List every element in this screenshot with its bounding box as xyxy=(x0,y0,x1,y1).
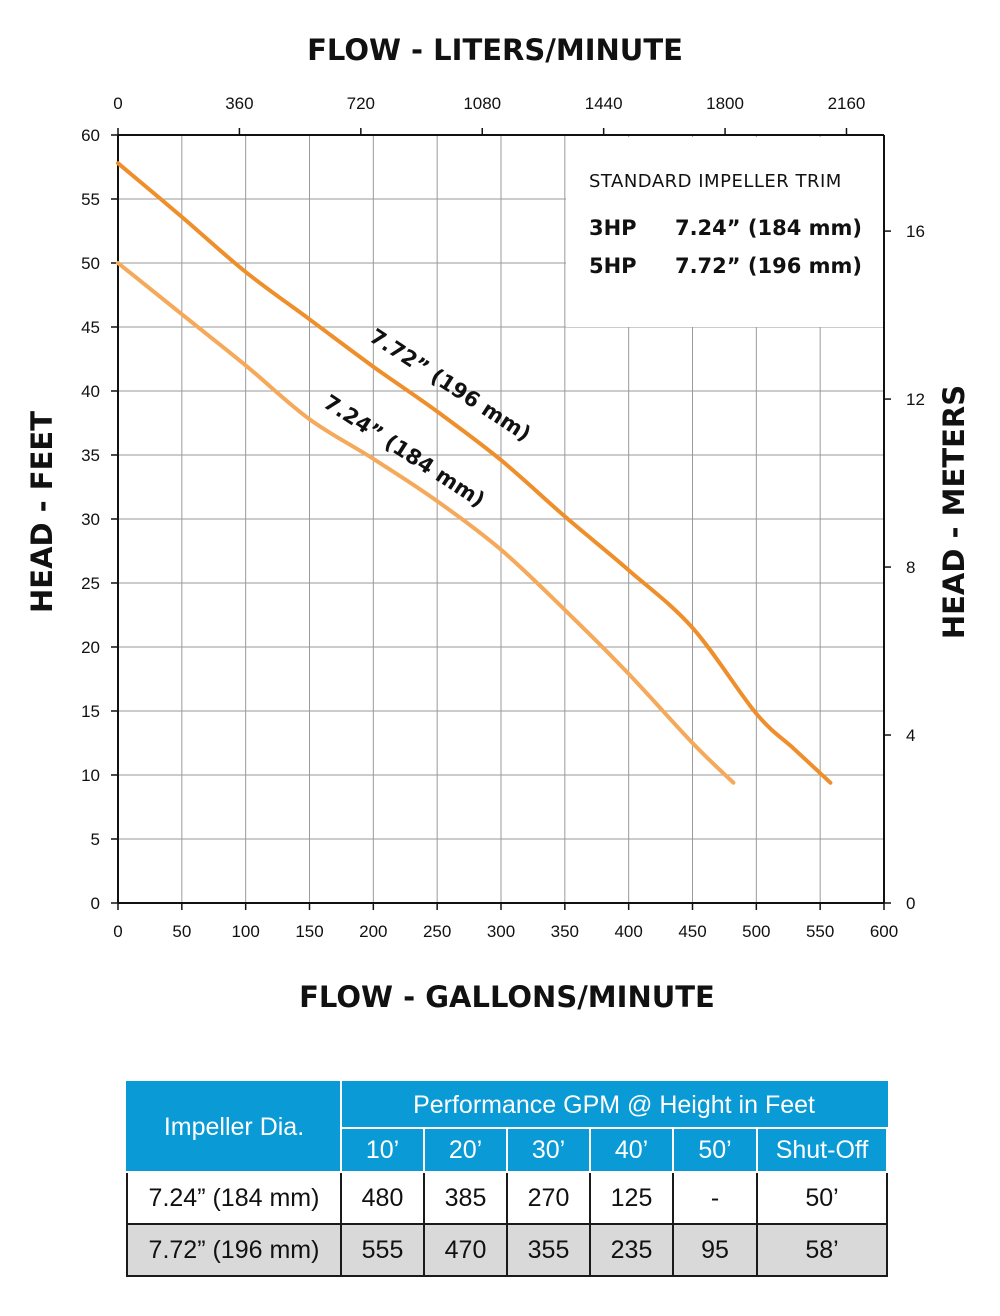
top-tick-label: 1440 xyxy=(585,94,623,113)
x-tick-label: 400 xyxy=(614,922,642,941)
series-line-772 xyxy=(116,161,833,785)
col-header-40: 40’ xyxy=(589,1127,674,1173)
table-row: 7.72” (196 mm) 555 470 355 235 95 58’ xyxy=(126,1223,889,1277)
y-tick-label: 0 xyxy=(91,894,100,913)
y-tick-label: 60 xyxy=(81,126,100,145)
col-header-shutoff: Shut-Off xyxy=(755,1127,889,1173)
x-tick-label: 0 xyxy=(113,922,122,941)
series-line-724 xyxy=(116,261,736,785)
left-axis-title: HEAD - FEET xyxy=(25,411,59,613)
x-tick-label: 600 xyxy=(870,922,898,941)
x-tick-label: 200 xyxy=(359,922,387,941)
table-cell: 470 xyxy=(423,1223,508,1277)
right-tick-label: 0 xyxy=(906,894,915,913)
performance-header: Performance GPM @ Height in Feet xyxy=(339,1081,889,1129)
x-tick-label: 450 xyxy=(678,922,706,941)
y-tick-label: 25 xyxy=(81,574,100,593)
col-header-20: 20’ xyxy=(423,1127,508,1173)
row-impeller-dia: 7.24” (184 mm) xyxy=(126,1171,342,1225)
right-tick-label: 12 xyxy=(906,390,925,409)
table-cell: 385 xyxy=(423,1171,508,1225)
performance-table: Impeller Dia. Performance GPM @ Height i… xyxy=(126,1081,889,1277)
table-cell: 125 xyxy=(589,1171,674,1225)
legend-5hp-label: 5HP xyxy=(589,254,637,278)
top-tick-label: 720 xyxy=(347,94,375,113)
y-tick-label: 15 xyxy=(81,702,100,721)
top-tick-label: 1080 xyxy=(463,94,501,113)
top-axis-title: FLOW - LITERS/MINUTE xyxy=(307,33,683,67)
legend-3hp-trim: 7.24” (184 mm) xyxy=(675,216,862,240)
curve-label-724: 7.24” (184 mm) xyxy=(319,390,489,512)
x-tick-label: 300 xyxy=(487,922,515,941)
row-impeller-dia: 7.72” (196 mm) xyxy=(126,1223,342,1277)
table-cell: 50’ xyxy=(755,1171,889,1225)
x-axis-title: FLOW - GALLONS/MINUTE xyxy=(299,980,715,1014)
pump-curve-chart: FLOW - LITERS/MINUTE FLOW - GALLONS/MINU… xyxy=(25,33,971,1014)
top-tick-label: 0 xyxy=(113,94,122,113)
x-tick-label: 550 xyxy=(806,922,834,941)
y-tick-label: 40 xyxy=(81,382,100,401)
y-tick-label: 10 xyxy=(81,766,100,785)
legend-title: STANDARD IMPELLER TRIM xyxy=(589,171,842,192)
impeller-dia-header: Impeller Dia. xyxy=(126,1081,342,1173)
table-cell: 235 xyxy=(589,1223,674,1277)
table-cell: 95 xyxy=(672,1223,758,1277)
right-tick-label: 16 xyxy=(906,222,925,241)
legend-5hp-trim: 7.72” (196 mm) xyxy=(675,254,862,278)
curves xyxy=(116,161,833,785)
legend-3hp-label: 3HP xyxy=(589,216,637,240)
table-cell: 270 xyxy=(506,1171,591,1225)
y-tick-label: 35 xyxy=(81,446,100,465)
col-header-50: 50’ xyxy=(672,1127,758,1173)
table-cell: 355 xyxy=(506,1223,591,1277)
y-tick-label: 5 xyxy=(91,830,100,849)
x-tick-label: 350 xyxy=(551,922,579,941)
right-tick-label: 4 xyxy=(906,726,915,745)
axis-ticks: 0 50 100 150 200 250 300 350 400 450 500 550 6000510… xyxy=(81,94,925,941)
legend-box xyxy=(566,137,884,327)
col-header-30: 30’ xyxy=(506,1127,591,1173)
right-axis-title: HEAD - METERS xyxy=(937,385,971,639)
y-tick-label: 50 xyxy=(81,254,100,273)
x-tick-label: 100 xyxy=(231,922,259,941)
x-tick-label: 150 xyxy=(295,922,323,941)
table-cell: 480 xyxy=(340,1171,425,1225)
y-tick-label: 20 xyxy=(81,638,100,657)
y-tick-label: 45 xyxy=(81,318,100,337)
table-cell: 555 xyxy=(340,1223,425,1277)
x-tick-label: 50 xyxy=(172,922,191,941)
y-tick-label: 30 xyxy=(81,510,100,529)
table-cell: 58’ xyxy=(755,1223,889,1277)
right-tick-label: 8 xyxy=(906,558,915,577)
y-tick-label: 55 xyxy=(81,190,100,209)
col-header-10: 10’ xyxy=(340,1127,425,1173)
x-tick-label: 250 xyxy=(423,922,451,941)
top-tick-label: 2160 xyxy=(828,94,866,113)
x-tick-label: 500 xyxy=(742,922,770,941)
top-tick-label: 1800 xyxy=(706,94,744,113)
table-cell: - xyxy=(672,1171,758,1225)
table-row: 7.24” (184 mm) 480 385 270 125 - 50’ xyxy=(126,1171,889,1225)
top-tick-label: 360 xyxy=(225,94,253,113)
